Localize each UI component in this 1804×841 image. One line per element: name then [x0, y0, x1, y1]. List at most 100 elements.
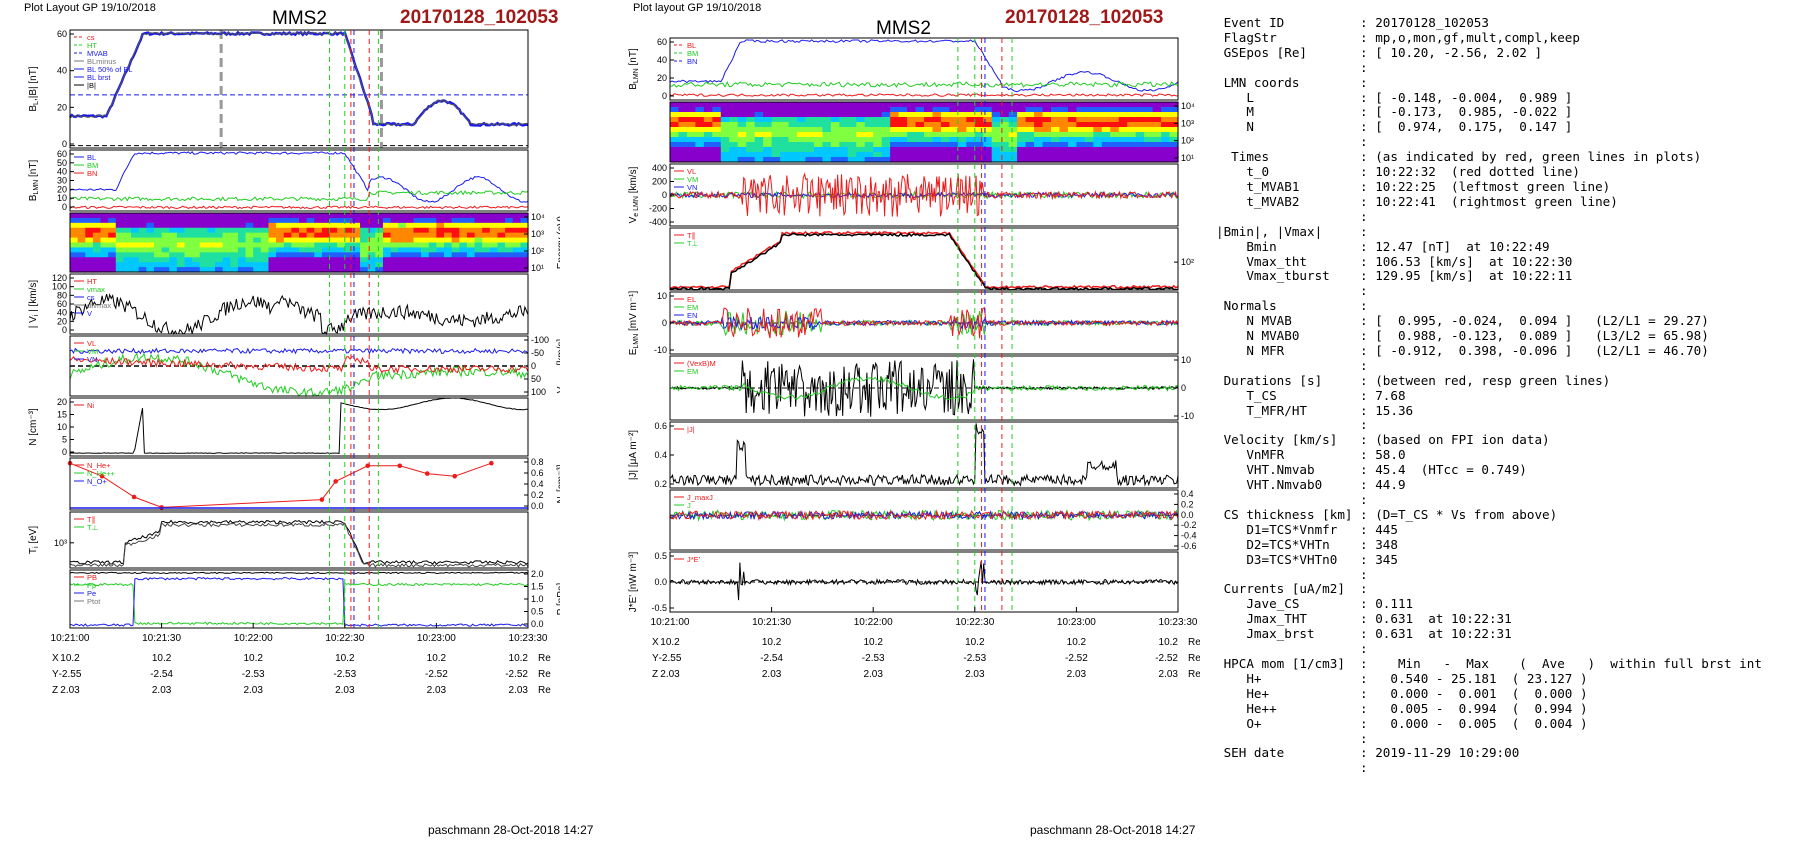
legend-label: N_He++ [87, 469, 116, 478]
spectrogram-cell [276, 237, 285, 244]
spectrogram-cell [222, 217, 231, 224]
spectrogram-cell [940, 157, 950, 163]
spectrogram-cell [489, 262, 499, 268]
spectrogram-cell [957, 142, 967, 148]
spectrogram-cell [864, 102, 874, 108]
spectrogram-cell [813, 112, 823, 118]
spectrogram-cell [1169, 137, 1179, 143]
spectrogram-cell [797, 132, 807, 138]
spectrogram-cell [873, 102, 883, 108]
x-tick-label: 10:21:30 [752, 617, 791, 628]
spectrogram-cell [729, 137, 739, 143]
spectrogram-cell [1110, 107, 1120, 113]
spectrogram-cell [898, 112, 908, 118]
spectrogram-cell [245, 262, 254, 268]
spectrogram-cell [780, 147, 790, 153]
spectrogram-cell [974, 142, 984, 148]
spectrogram-cell [1110, 102, 1120, 108]
J-line [669, 423, 1179, 487]
spectrogram-cell [712, 107, 722, 113]
spectrogram-cell [428, 227, 437, 234]
panel-7: 0.20.40.6|J| [μA m⁻²]|J| [628, 421, 1179, 489]
spectrogram-cell [712, 132, 722, 138]
spectrogram-cell [703, 117, 713, 123]
spectrogram-cell [720, 152, 730, 158]
spectrogram-cell [949, 112, 959, 118]
info-line: : [1216, 566, 1368, 582]
spectrogram-cell [1144, 137, 1154, 143]
spectrogram-cell [253, 252, 262, 258]
spectrogram-cell [813, 157, 823, 163]
spectrogram-cell [184, 227, 193, 234]
spectrogram-cell [77, 232, 86, 239]
y-tick-label: 0.6 [531, 468, 544, 478]
spectrogram-cell [413, 232, 422, 239]
spectrogram-cell [153, 217, 163, 224]
spectrogram-cell [77, 227, 86, 234]
spectrogram-cell [474, 213, 483, 219]
y-label-main: P [nPa] [556, 582, 560, 615]
spectrogram-cell [398, 237, 407, 244]
info-line: : [1216, 283, 1368, 299]
spectrogram-cell [1127, 152, 1137, 158]
spectrogram-cell [291, 262, 300, 268]
spectrogram-cell [746, 127, 756, 133]
spectrogram-cell [497, 237, 506, 244]
spectrogram-cell [1017, 107, 1027, 113]
spectrogram-cell [329, 257, 338, 263]
panel-7: 0.00.20.40.60.8Ni [cm⁻³]N_He+N_He++N_O+ [67, 457, 560, 511]
spectrogram-cell [85, 262, 94, 268]
spectrogram-cell [77, 237, 86, 244]
legend-label: V [87, 309, 92, 318]
spectrogram-cell [115, 252, 125, 258]
spectrogram-cell [413, 242, 422, 249]
x-tick-label: 10:21:00 [51, 633, 90, 644]
spectrogram-cell [70, 242, 79, 249]
spectrogram-cell [983, 107, 993, 113]
spectrogram-cell [253, 237, 262, 244]
spectrogram-cell [451, 237, 460, 244]
spectrogram-cell [299, 247, 308, 253]
spectrogram-cell [1101, 132, 1111, 138]
pos-value: -2.52 [505, 669, 528, 680]
spectrogram-cell [805, 127, 815, 133]
spectrogram-cell [70, 222, 79, 229]
spectrogram-cell [763, 127, 773, 133]
spectrogram-cell [856, 102, 866, 108]
spectrogram-cell [1118, 127, 1128, 133]
panel-frame [69, 569, 529, 629]
spectrogram-cell [184, 237, 193, 244]
E-line [669, 306, 1179, 339]
spectrogram-cell [314, 262, 323, 268]
panel-frame [69, 149, 529, 212]
spectrogram-cell [100, 213, 109, 219]
y-tick-label: 40 [57, 167, 67, 177]
legend-label: Ptot [87, 597, 101, 606]
spectrogram-cell [1076, 127, 1086, 133]
spectrogram-cell [1067, 127, 1077, 133]
spectrogram-cell [983, 137, 993, 143]
spectrogram-cell [830, 112, 840, 118]
spectrogram-cell [489, 257, 499, 263]
spectrogram-cell [712, 102, 722, 108]
spectrogram-cell [966, 117, 976, 123]
spectrogram-cell [1118, 117, 1128, 123]
info-line: M : [ -0.173, 0.985, -0.022 ] [1216, 104, 1573, 120]
spectrogram-cell [1017, 122, 1027, 128]
y-tick-label: -0.4 [1181, 531, 1197, 541]
spectrogram-cell [276, 232, 285, 239]
pos-row-label: Y [652, 653, 659, 664]
info-line: Currents [uA/m2] : [1216, 581, 1368, 597]
spectrogram-cell [797, 122, 807, 128]
spectrogram-cell [482, 267, 491, 273]
spectrogram-cell [695, 127, 705, 133]
spectrogram-cell [1084, 132, 1094, 138]
spectrogram-cell [822, 122, 832, 128]
spectrogram-cell [436, 257, 445, 263]
spectrogram-cell [1076, 107, 1086, 113]
spectrogram-cell [915, 147, 925, 153]
spectrogram-cell [138, 247, 147, 253]
spectrogram-cell [100, 252, 109, 258]
spectrogram-cell [474, 222, 483, 229]
